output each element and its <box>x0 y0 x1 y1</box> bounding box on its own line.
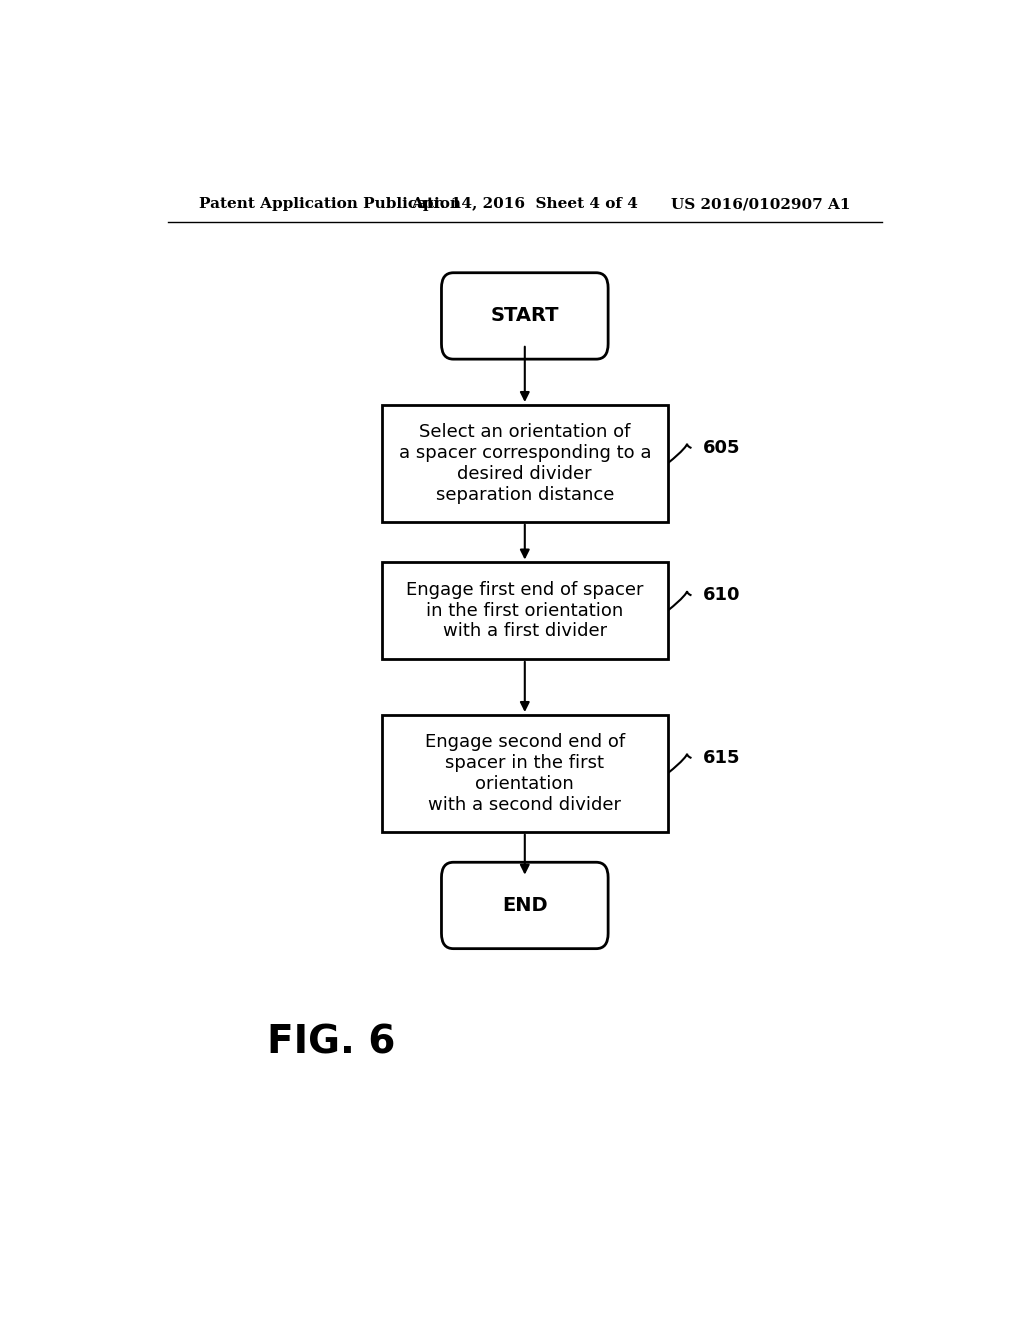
Text: Patent Application Publication: Patent Application Publication <box>200 197 462 211</box>
FancyBboxPatch shape <box>441 273 608 359</box>
Bar <box>382 405 668 521</box>
Text: 610: 610 <box>703 586 740 605</box>
Text: FIG. 6: FIG. 6 <box>267 1024 395 1061</box>
Text: Engage second end of
spacer in the first
orientation
with a second divider: Engage second end of spacer in the first… <box>425 733 625 813</box>
Text: END: END <box>502 896 548 915</box>
Bar <box>382 562 668 659</box>
Text: Select an orientation of
a spacer corresponding to a
desired divider
separation : Select an orientation of a spacer corres… <box>398 424 651 503</box>
Text: US 2016/0102907 A1: US 2016/0102907 A1 <box>671 197 850 211</box>
Text: Apr. 14, 2016  Sheet 4 of 4: Apr. 14, 2016 Sheet 4 of 4 <box>412 197 638 211</box>
Text: 615: 615 <box>703 748 740 767</box>
Text: Engage first end of spacer
in the first orientation
with a first divider: Engage first end of spacer in the first … <box>407 581 643 640</box>
Text: START: START <box>490 306 559 326</box>
FancyBboxPatch shape <box>441 862 608 949</box>
Text: 605: 605 <box>703 440 740 457</box>
Bar <box>382 715 668 832</box>
